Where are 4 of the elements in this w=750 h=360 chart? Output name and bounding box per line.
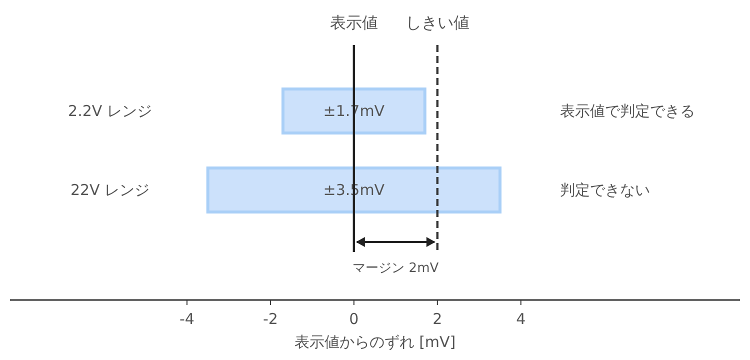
annotation: 判定できない <box>560 181 650 199</box>
annotation: マージン 2mV <box>352 261 439 276</box>
xlabel: 表示値からのずれ [mV] <box>294 333 456 351</box>
annotation: 表示値で判定できる <box>560 102 695 120</box>
